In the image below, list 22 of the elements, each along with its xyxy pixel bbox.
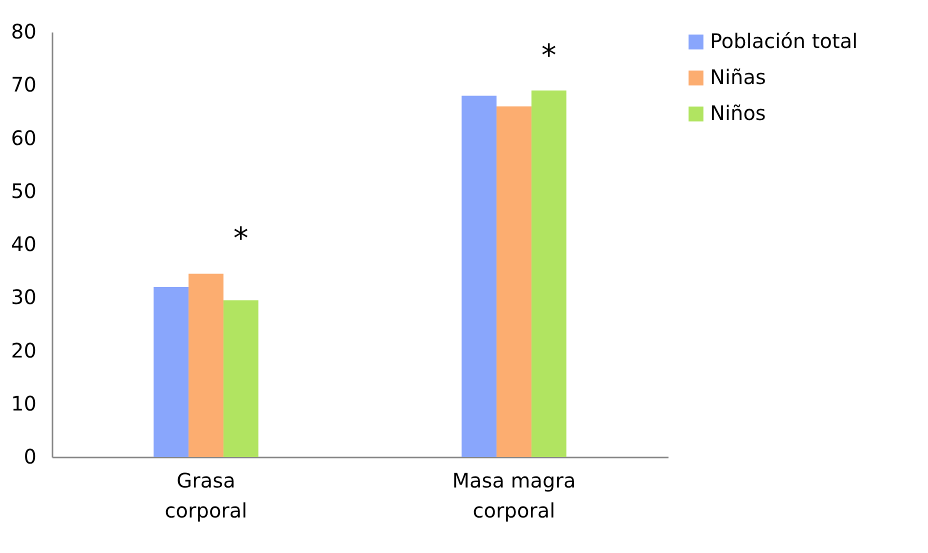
annotation: * (233, 222, 248, 257)
bar (188, 274, 224, 457)
y-tick-label: 80 (11, 20, 36, 44)
legend-label: Niños (710, 101, 766, 125)
x-tick-label: Masa magra corporal (452, 468, 576, 522)
y-tick-label: 30 (11, 285, 36, 310)
bar (223, 300, 258, 457)
y-tick-label: 40 (11, 232, 36, 256)
y-tick-label: 10 (11, 391, 36, 416)
bar (531, 90, 566, 457)
bar (154, 287, 189, 457)
y-tick-label: 50 (11, 178, 36, 203)
y-tick-label: 70 (11, 72, 36, 97)
y-tick-label: 20 (11, 338, 36, 362)
y-tick-label: 0 (24, 444, 36, 468)
legend-label: Población total (710, 29, 858, 53)
x-tick-label: Grasa corporal (164, 468, 248, 522)
annotation: * (541, 38, 556, 74)
legend-label: Niñas (710, 65, 766, 89)
bar (496, 106, 532, 457)
y-tick-label: 60 (11, 126, 36, 150)
bar (462, 96, 497, 457)
